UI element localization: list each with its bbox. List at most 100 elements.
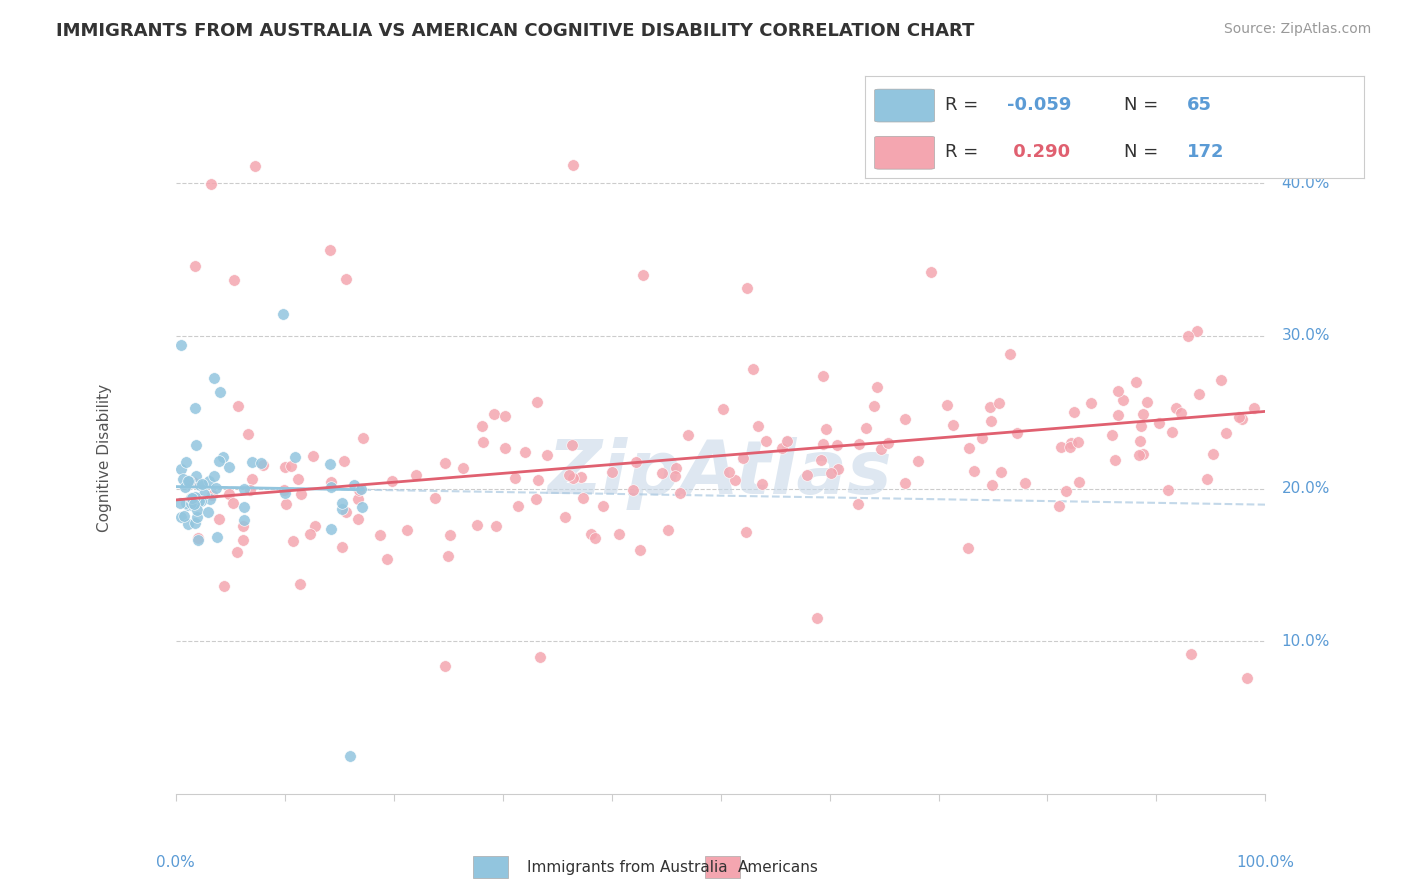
Point: [1107, 384, 1129, 399]
Point: [631, 268, 654, 282]
Point: [561, 471, 583, 485]
Point: [218, 459, 240, 474]
Point: [494, 409, 516, 423]
Point: [174, 480, 197, 494]
Point: [1132, 407, 1154, 421]
Point: [302, 449, 325, 463]
Point: [990, 465, 1012, 479]
Point: [252, 458, 274, 472]
Point: [592, 499, 614, 513]
Point: [176, 498, 198, 512]
Point: [894, 412, 917, 426]
Point: [173, 509, 195, 524]
Point: [1177, 328, 1199, 343]
Point: [1101, 428, 1123, 442]
Text: R =: R =: [945, 143, 984, 161]
Point: [626, 455, 648, 469]
Point: [186, 468, 208, 483]
Point: [339, 748, 361, 763]
Point: [876, 436, 898, 450]
Point: [571, 491, 593, 505]
Point: [170, 338, 193, 352]
Point: [319, 457, 342, 471]
Point: [186, 510, 208, 524]
Point: [169, 496, 191, 510]
Text: Immigrants from Australia: Immigrants from Australia: [527, 860, 728, 874]
Point: [187, 533, 209, 547]
Point: [482, 407, 505, 421]
Point: [170, 509, 193, 524]
Point: [187, 531, 209, 545]
Point: [224, 273, 246, 287]
Point: [222, 495, 245, 509]
Point: [471, 419, 494, 434]
Text: N =: N =: [1125, 143, 1164, 161]
Point: [561, 158, 583, 172]
Point: [1007, 426, 1029, 441]
Point: [796, 467, 818, 482]
Point: [1130, 418, 1153, 433]
Point: [184, 437, 207, 451]
Point: [1067, 475, 1090, 489]
Point: [319, 243, 342, 257]
Point: [669, 486, 692, 500]
Point: [1047, 500, 1070, 514]
Point: [330, 502, 353, 516]
Point: [180, 491, 202, 505]
Point: [381, 475, 404, 489]
Point: [827, 438, 849, 452]
Point: [1147, 417, 1170, 431]
Point: [200, 177, 222, 191]
Point: [775, 434, 797, 449]
Point: [1170, 406, 1192, 420]
Point: [377, 552, 399, 566]
Point: [526, 395, 548, 409]
Point: [184, 490, 207, 504]
FancyBboxPatch shape: [875, 136, 935, 169]
Point: [495, 441, 517, 455]
Point: [1232, 411, 1254, 425]
Point: [287, 472, 309, 486]
Point: [957, 442, 980, 456]
Point: [529, 650, 551, 665]
Point: [180, 493, 202, 508]
Point: [181, 498, 204, 512]
Point: [1157, 483, 1180, 497]
Point: [515, 445, 537, 459]
Point: [536, 448, 558, 462]
Point: [527, 473, 550, 487]
Point: [352, 431, 374, 445]
Point: [755, 434, 778, 448]
Point: [863, 400, 886, 414]
Point: [273, 483, 295, 497]
Point: [280, 458, 302, 473]
Point: [956, 541, 979, 555]
Point: [180, 496, 202, 510]
Point: [1014, 476, 1036, 491]
Point: [1185, 324, 1208, 338]
Text: 100.0%: 100.0%: [1236, 855, 1295, 870]
Point: [172, 472, 194, 486]
Point: [281, 534, 304, 549]
Point: [249, 456, 271, 470]
Text: 20.0%: 20.0%: [1282, 481, 1330, 496]
Point: [524, 491, 547, 506]
Point: [1063, 405, 1085, 419]
Point: [1059, 440, 1081, 454]
Point: [711, 402, 734, 417]
Text: 10.0%: 10.0%: [1282, 633, 1330, 648]
Point: [174, 455, 197, 469]
Point: [290, 487, 312, 501]
Point: [820, 467, 842, 481]
Point: [811, 437, 834, 451]
Point: [177, 516, 200, 531]
Point: [979, 401, 1001, 415]
Point: [198, 475, 221, 489]
Point: [1188, 387, 1211, 401]
Point: [284, 450, 307, 464]
Point: [451, 460, 474, 475]
Point: [335, 505, 357, 519]
Point: [239, 483, 262, 498]
Text: 0.290: 0.290: [1007, 143, 1070, 161]
Point: [174, 496, 197, 510]
